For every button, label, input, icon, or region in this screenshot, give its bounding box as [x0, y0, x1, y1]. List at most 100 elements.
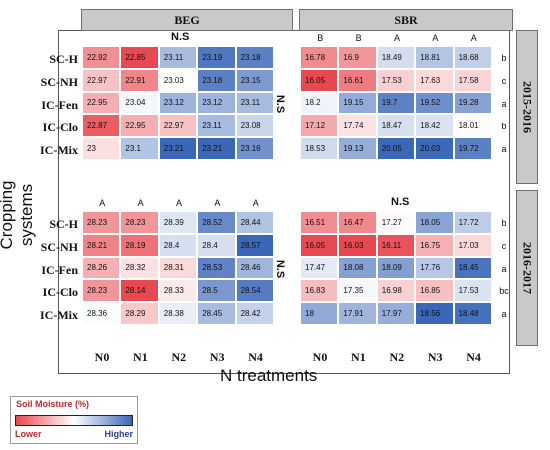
column-label: N1 [351, 350, 366, 364]
heatmap-cell: 17.74 [339, 115, 378, 139]
column-label: N2 [171, 350, 187, 364]
heatmap-cell: 18.48 [454, 303, 493, 326]
heatmap-cell: 16.47 [339, 212, 378, 235]
heatmap-cell: 22.97 [159, 115, 199, 139]
heatmap-cell: 23.18 [236, 47, 275, 70]
row-significance-letter: b [501, 218, 507, 228]
column-label: N0 [312, 350, 328, 364]
column-significance-letter: A [137, 198, 144, 208]
heatmap-cell: 17.63 [416, 69, 455, 93]
heatmap-cell: 23.04 [121, 92, 160, 116]
row-significance-letter: bc [499, 286, 509, 297]
heatmap-cell: 17.72 [454, 212, 493, 235]
heatmap-cell: 23.11 [236, 92, 275, 116]
heatmap-cell: 17.35 [339, 280, 378, 304]
legend-title: Soil Moisture (%) [16, 399, 90, 409]
heatmap-cell: 23.11 [198, 115, 237, 139]
heatmap-cell: 16.61 [339, 69, 378, 93]
heatmap-cell: 17.97 [377, 303, 417, 326]
side-ns-note: N.S [274, 94, 287, 114]
row-label: IC-Clo [42, 120, 78, 135]
heatmap-cell: 20.03 [416, 138, 455, 161]
heatmap-cell: 18.01 [454, 115, 493, 139]
column-significance-letter: A [470, 33, 477, 43]
heatmap-cell: 28.54 [236, 280, 275, 304]
heatmap-cell: 23.08 [236, 115, 275, 139]
column-label: N2 [389, 350, 405, 364]
column-significance-letter: A [252, 198, 259, 208]
heatmap-cell: 16.78 [301, 47, 340, 70]
heatmap-cell: 28.57 [236, 234, 275, 258]
row-significance-letter: c [501, 75, 507, 86]
heatmap-cell: 28.45 [198, 303, 237, 326]
facet-header-2015-2016: 2015-2016 [516, 30, 538, 184]
heatmap-cell: 19.15 [339, 92, 378, 116]
heatmap-cell: 22.87 [83, 115, 122, 139]
facet-header-beg: BEG [81, 9, 293, 31]
heatmap-cell: 18.49 [377, 47, 417, 70]
heatmap-cell: 19.13 [339, 138, 378, 161]
row-significance-letter: b [501, 53, 507, 63]
x-axis-title: N treatments [220, 366, 318, 385]
heatmap-cell: 28.5 [198, 280, 237, 304]
heatmap-cell: 28.46 [236, 257, 275, 281]
heatmap-cell: 18.53 [301, 138, 340, 161]
heatmap-cell: 22.91 [121, 69, 160, 93]
column-significance-letter: A [214, 198, 221, 208]
column-significance-letter: B [355, 33, 362, 43]
heatmap-cell: 23.16 [236, 138, 275, 161]
heatmap-cell: 23.12 [159, 92, 199, 116]
heatmap-cell: 22.95 [83, 92, 122, 116]
heatmap-cell: 17.12 [301, 115, 340, 139]
row-significance-letter: a [501, 263, 507, 274]
heatmap-cell: 16.51 [301, 212, 340, 235]
heatmap-cell: 17.27 [377, 212, 417, 235]
heatmap-cell: 28.31 [159, 257, 199, 281]
heatmap-cell: 23.1 [121, 138, 160, 161]
side-ns-note: N.S [274, 259, 287, 279]
heatmap-cell: 22.85 [121, 47, 160, 70]
heatmap-cell: 17.03 [454, 234, 493, 258]
facet-header-2016-2017: 2016-2017 [516, 190, 538, 346]
heatmap-cell: 18.56 [416, 303, 455, 326]
heatmap-cell: 18.08 [339, 257, 378, 281]
heatmap-cell: 23.19 [198, 47, 237, 70]
header-ns-note: N.S [391, 196, 410, 208]
heatmap-cell: 16.11 [377, 234, 417, 258]
heatmap-cell: 16.83 [301, 280, 340, 304]
heatmap-cell: 28.4 [159, 234, 199, 258]
heatmap-cell: 28.19 [121, 234, 160, 258]
heatmap-cell: 22.95 [121, 115, 160, 139]
heatmap-cell: 18.05 [416, 212, 455, 235]
column-significance-letter: A [393, 33, 400, 43]
row-significance-letter: a [501, 98, 507, 109]
heatmap-cell: 18.42 [416, 115, 455, 139]
row-label: SC-H [49, 52, 78, 66]
heatmap-cell: 17.53 [377, 69, 417, 93]
heatmap-cell: 17.76 [416, 257, 455, 281]
legend-lower-label: Lower [15, 429, 42, 439]
row-label: SC-NH [40, 74, 78, 89]
heatmap-cell: 18.81 [416, 47, 455, 70]
heatmap-cell: 19.52 [416, 92, 455, 116]
heatmap-cell: 23.12 [198, 92, 237, 116]
heatmap-cell: 18 [301, 303, 340, 326]
column-significance-letter: A [432, 33, 439, 43]
heatmap-cell: 23.21 [198, 138, 237, 161]
heatmap-cell: 17.47 [301, 257, 340, 281]
heatmap-cell: 17.58 [454, 69, 493, 93]
column-label: N0 [94, 350, 110, 364]
column-significance-letter: A [175, 198, 182, 208]
heatmap-cell: 28.32 [121, 257, 160, 281]
heatmap-cell: 16.05 [301, 69, 340, 93]
heatmap-cell: 17.53 [454, 280, 493, 304]
heatmap-cell: 28.44 [236, 212, 275, 235]
heatmap-cell: 18.68 [454, 47, 493, 70]
heatmap-cell: 23 [83, 138, 122, 161]
heatmap-cell: 19.72 [454, 138, 493, 161]
heatmap-cell: 28.26 [83, 257, 122, 281]
heatmap-cell: 28.23 [83, 280, 122, 304]
heatmap-cell: 28.21 [83, 234, 122, 258]
heatmap-cell: 23.11 [159, 47, 199, 70]
heatmap-cell: 18.45 [454, 257, 493, 281]
